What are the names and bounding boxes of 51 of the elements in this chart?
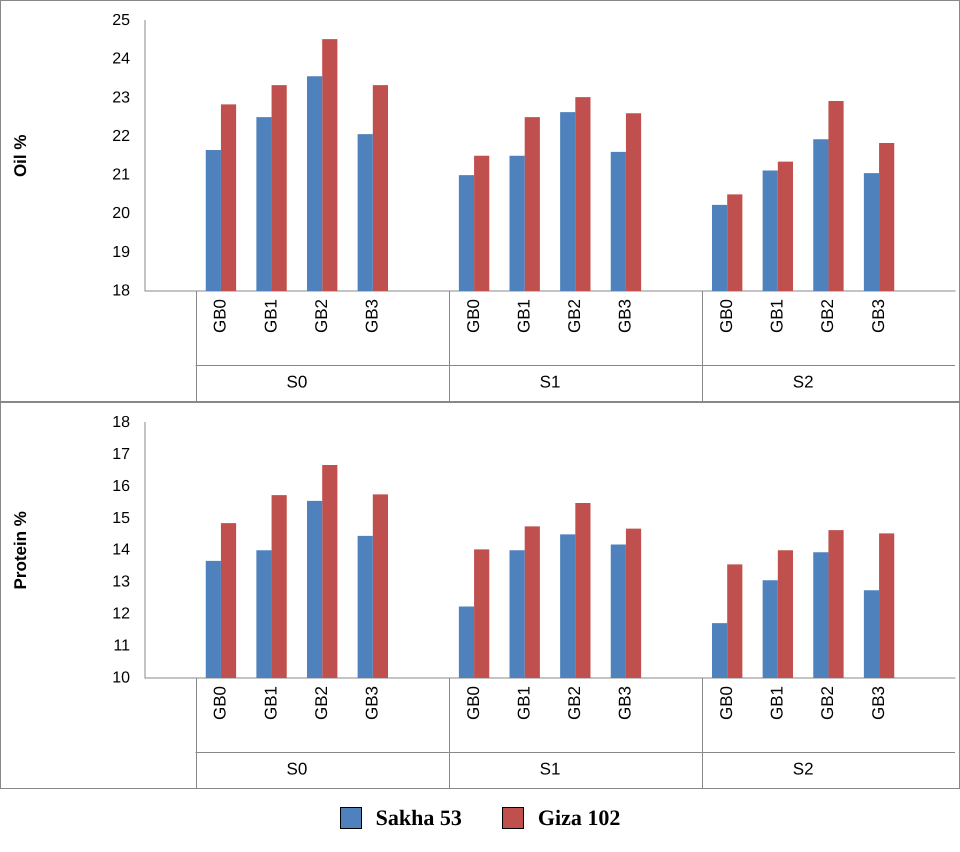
y-tick-label: 10 [112, 669, 130, 686]
y-tick-label: 18 [112, 282, 130, 300]
x-tick-label: GB0 [716, 299, 736, 334]
y-tick-label: 16 [112, 478, 130, 495]
y-tick-label: 15 [112, 510, 130, 527]
y-tick-label: 14 [112, 542, 130, 559]
y-tick-label: 21 [112, 166, 130, 184]
x-tick-label: GB3 [868, 299, 888, 334]
x-tick-label: GB1 [261, 299, 280, 334]
y-tick-label: 12 [112, 606, 130, 623]
x-tick-label: GB2 [565, 686, 584, 720]
text: S2 [792, 372, 814, 392]
text: S2 [792, 760, 814, 779]
legend-label: Giza 102 [538, 805, 620, 831]
x-tick-label: GB1 [768, 299, 786, 334]
y-axis-title: Oil % [10, 134, 30, 178]
y-tick-label: 11 [113, 637, 130, 654]
x-tick-label: GB0 [464, 686, 483, 720]
x-tick-label: GB2 [312, 299, 331, 334]
x-tick-label: GB0 [210, 686, 230, 720]
text: S0 [286, 372, 308, 392]
legend-label: Sakha 53 [376, 805, 462, 831]
y-tick-label: 18 [112, 414, 130, 432]
x-tick-label: GB1 [261, 686, 280, 720]
y-tick-label: 22 [112, 128, 130, 145]
x-tick-label: GB3 [616, 299, 635, 334]
x-tick-label: GB0 [210, 299, 230, 334]
y-tick-label: 17 [112, 446, 130, 463]
text: S0 [286, 760, 308, 779]
y-tick-label: 23 [112, 89, 130, 106]
text: S1 [540, 760, 560, 779]
x-tick-label: GB3 [362, 299, 382, 334]
x-tick-label: GB2 [565, 299, 584, 334]
x-tick-label: GB3 [868, 686, 888, 720]
x-tick-label: GB1 [768, 686, 786, 720]
y-axis-title: Protein % [10, 511, 30, 590]
y-tick-label: 13 [112, 574, 130, 591]
x-tick-label: GB2 [312, 686, 331, 720]
x-tick-label: GB1 [514, 299, 534, 334]
text: S1 [540, 372, 560, 392]
x-tick-label: GB0 [464, 299, 483, 334]
y-tick-label: 24 [112, 50, 130, 68]
y-tick-label: 20 [112, 205, 130, 222]
x-tick-label: GB2 [818, 299, 838, 334]
x-tick-label: GB2 [818, 686, 838, 720]
x-tick-label: GB3 [362, 686, 382, 720]
y-tick-label: 19 [112, 244, 130, 261]
y-tick-label: 25 [112, 12, 130, 30]
x-tick-label: GB3 [616, 686, 635, 720]
x-tick-label: GB0 [716, 686, 736, 720]
x-tick-label: GB1 [514, 686, 534, 720]
